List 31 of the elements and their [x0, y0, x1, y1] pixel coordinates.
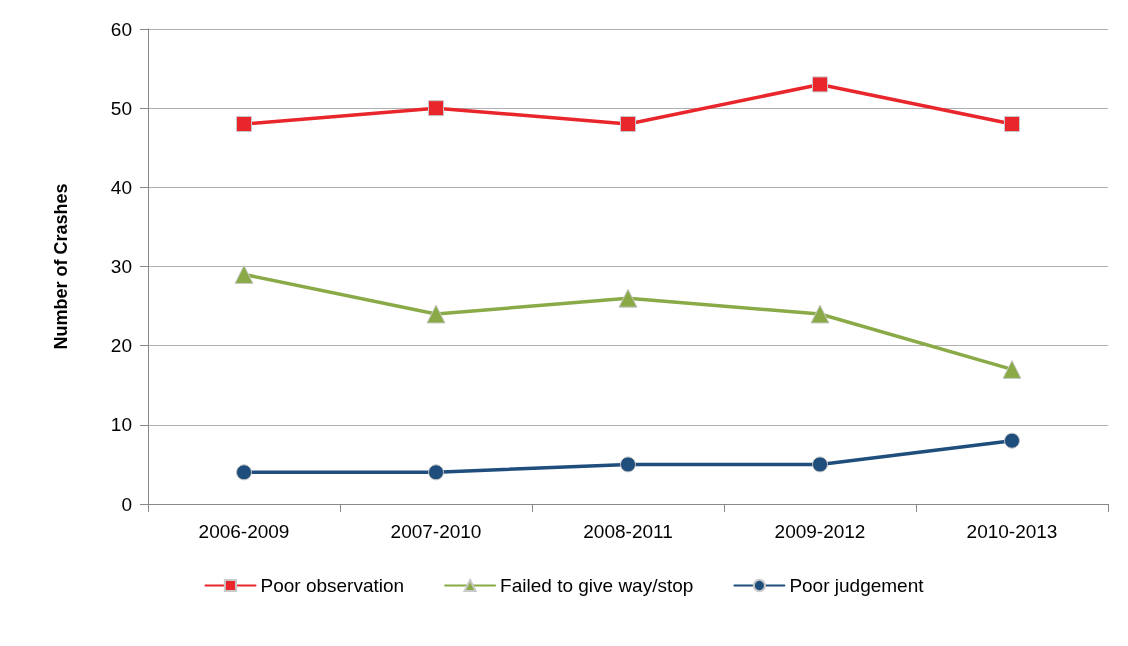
point — [426, 304, 446, 324]
y-tick-label: 30 — [110, 256, 132, 277]
point — [428, 100, 444, 117]
point — [618, 288, 638, 308]
y-tick-label: 60 — [110, 18, 132, 40]
y-axis-title: Number of Crashes — [51, 183, 71, 350]
point — [1004, 432, 1020, 449]
x-tick-label: 2009-2012 — [774, 521, 866, 542]
y-tick-label: 50 — [110, 97, 132, 119]
point — [810, 304, 830, 324]
point — [234, 264, 254, 284]
point — [428, 464, 444, 481]
point — [812, 456, 828, 473]
x-tick-label: 2007-2010 — [390, 521, 482, 542]
y-tick-label: 0 — [121, 493, 132, 515]
y-tick-label: 40 — [110, 176, 132, 198]
y-tick-label: 10 — [110, 414, 132, 436]
y-tick-label: 20 — [110, 335, 132, 357]
point — [1002, 359, 1022, 379]
x-tick-label: 2006-2009 — [198, 521, 290, 542]
point — [620, 456, 636, 473]
legend-label: Poor observation — [260, 575, 405, 596]
x-tick-label: 2008-2011 — [583, 521, 673, 542]
legend-label: Poor judgement — [789, 575, 925, 596]
point — [236, 464, 252, 481]
point — [1004, 116, 1020, 132]
legend-label: Failed to give way/stop — [500, 575, 694, 596]
point — [812, 76, 828, 93]
point — [236, 116, 252, 132]
point — [620, 116, 636, 132]
x-tick-label: 2010-2013 — [966, 521, 1058, 542]
